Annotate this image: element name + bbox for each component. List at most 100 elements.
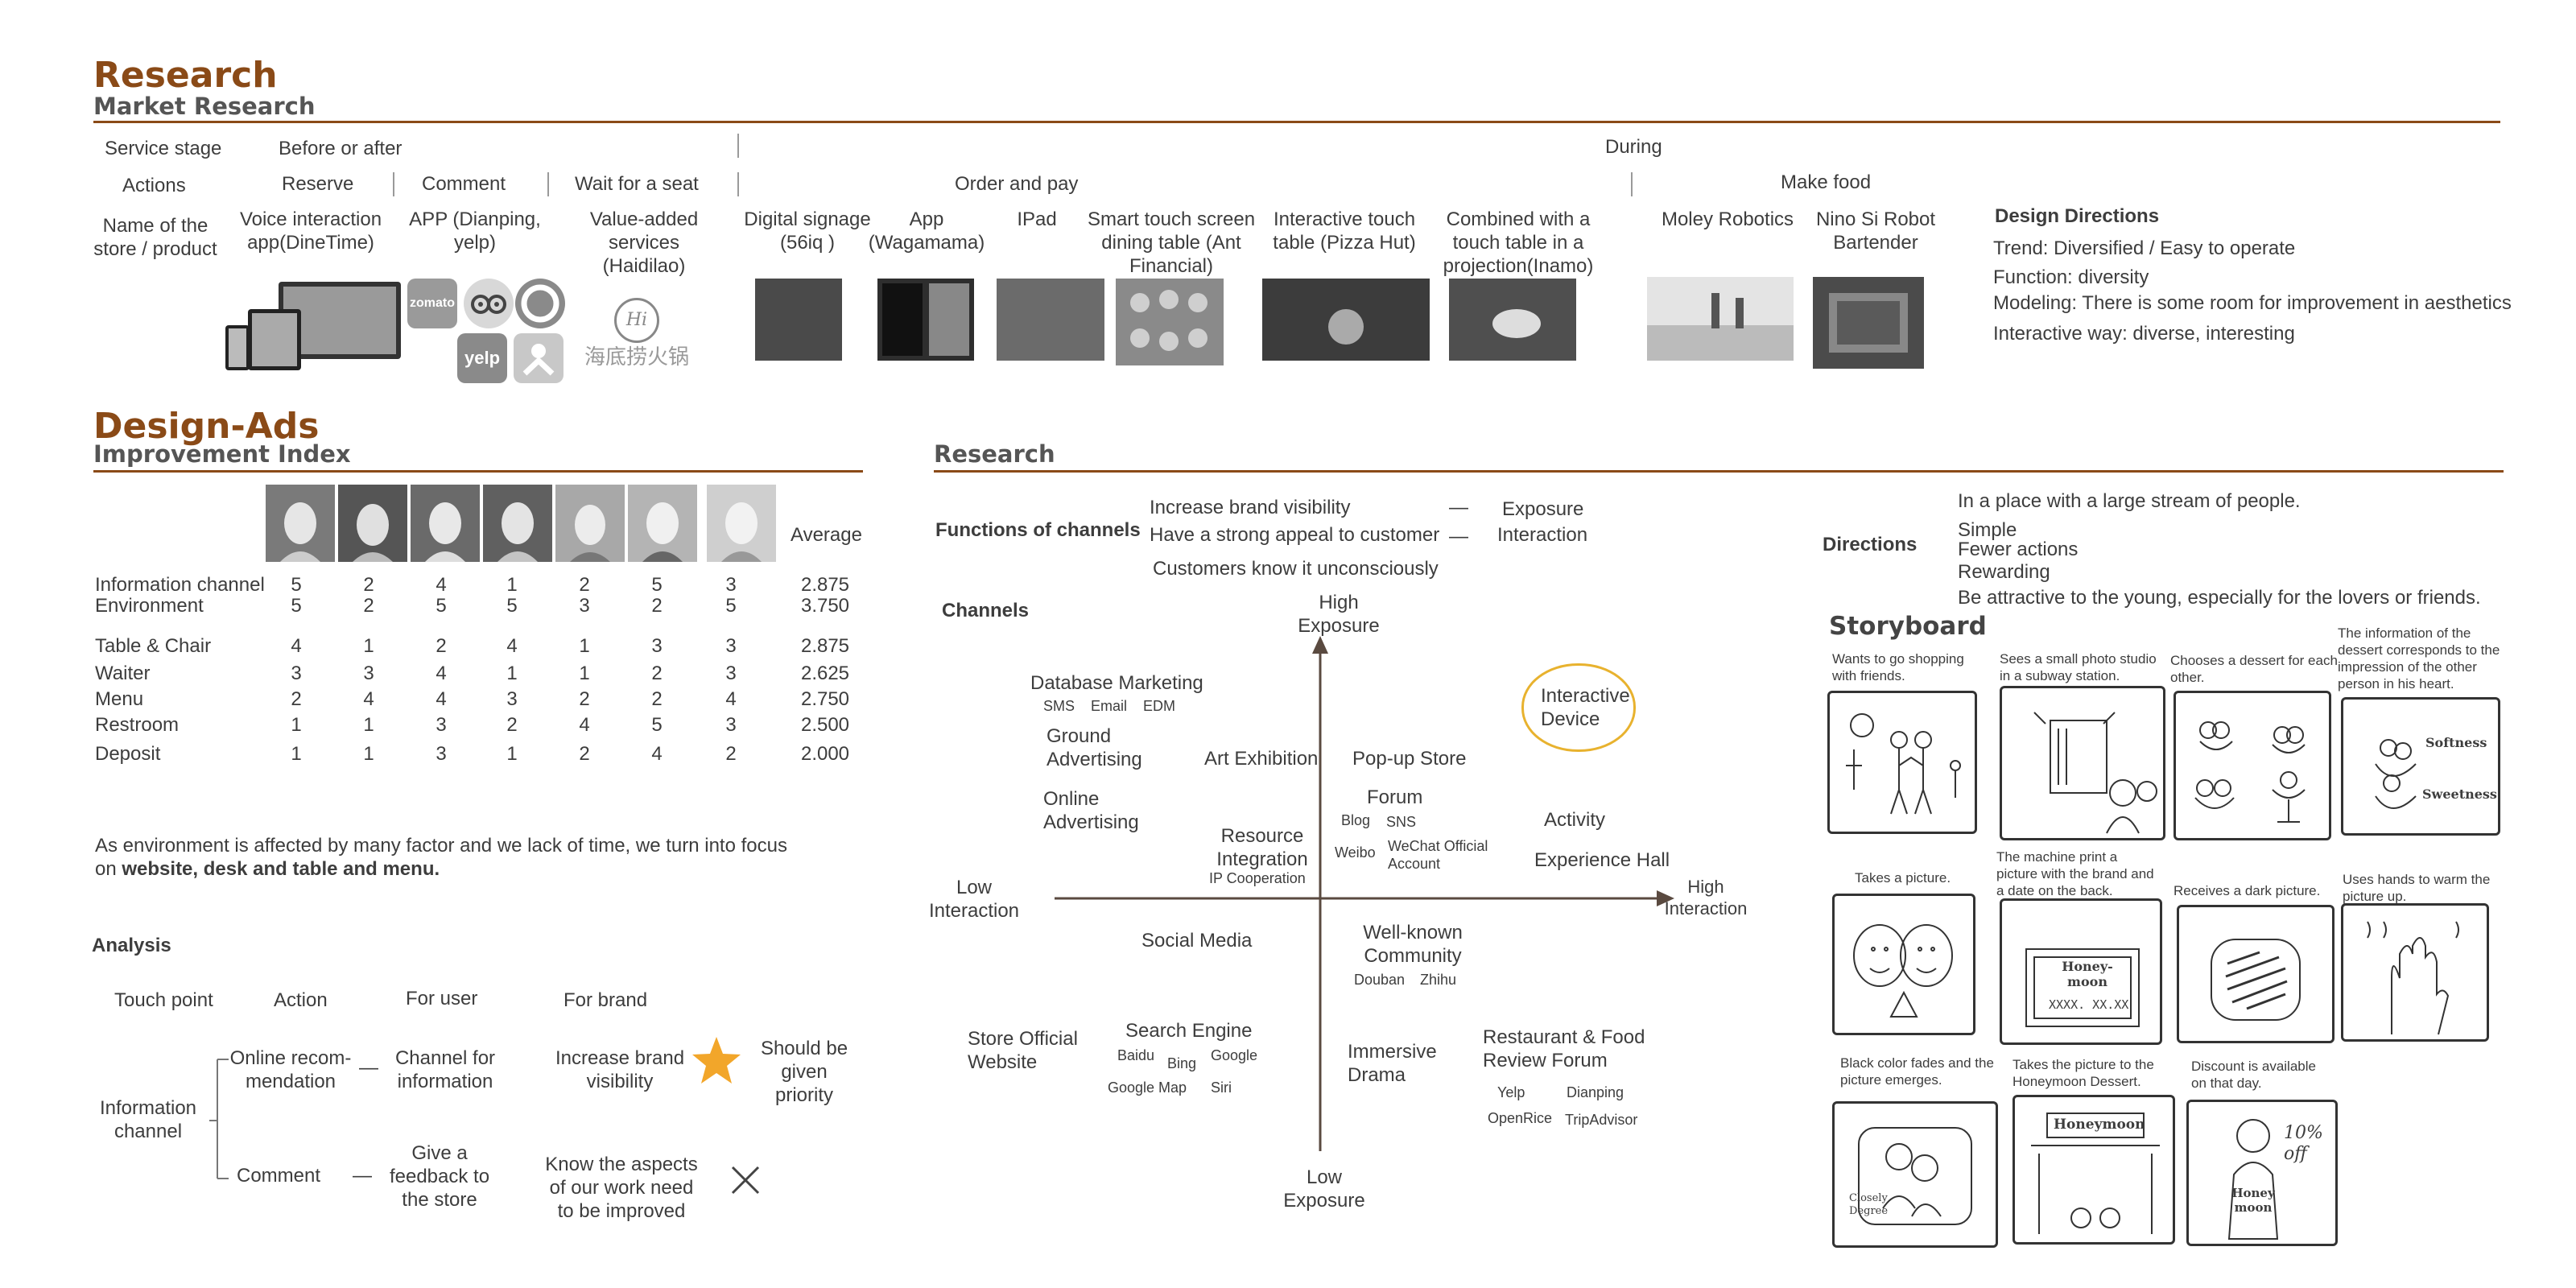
table-cell: 5 bbox=[651, 574, 663, 596]
product-wagamama: App (Wagamama) bbox=[868, 208, 985, 254]
channel-zhihu: Zhihu bbox=[1420, 972, 1457, 988]
channel-search-engine: Search Engine bbox=[1125, 1020, 1253, 1042]
channel-ip-cooperation: IP Cooperation bbox=[1209, 870, 1306, 886]
storyboard-caption: Chooses a dessert for each other. bbox=[2170, 653, 2338, 685]
axis-high-exposure: High Exposure bbox=[1298, 592, 1380, 637]
design-direction-item: Trend: Diversified / Easy to operate bbox=[1993, 237, 2296, 259]
analysis-header-for-user: For user bbox=[406, 988, 478, 1009]
digital-signage-photo bbox=[755, 279, 842, 361]
storyboard-panel bbox=[2177, 905, 2334, 1043]
moley-robotics-photo bbox=[1647, 277, 1794, 361]
research2-divider bbox=[934, 470, 2504, 473]
analysis-user-comment: Give a feedback to the store bbox=[389, 1142, 490, 1211]
table-cell: 3 bbox=[579, 595, 590, 617]
product-haidilao: Value-added services (Haidilao) bbox=[589, 208, 699, 277]
analysis-dash: — bbox=[353, 1165, 372, 1187]
avatar bbox=[707, 485, 776, 562]
action-comment: Comment bbox=[422, 173, 506, 195]
table-cell-average: 3.750 bbox=[800, 595, 850, 617]
table-cell: 2 bbox=[651, 663, 663, 684]
focus-note-bold: website, desk and table and menu. bbox=[122, 858, 440, 880]
improvement-index-subtitle: Improvement Index bbox=[93, 440, 351, 468]
table-cell: 4 bbox=[506, 635, 518, 657]
product-digital-signage: Digital signage (56iq ) bbox=[744, 208, 871, 254]
avatar bbox=[411, 485, 480, 562]
interactive-device-highlight bbox=[1521, 663, 1636, 752]
sketch-honeymoon-sign: Honeymoon bbox=[2054, 1117, 2145, 1133]
storyboard-panel bbox=[1827, 691, 1977, 834]
table-cell: 5 bbox=[651, 714, 663, 736]
table-cell: 3 bbox=[436, 714, 447, 736]
research-title: Research bbox=[93, 55, 278, 96]
haidilao-logo: Hi 海底捞火锅 bbox=[576, 298, 697, 378]
divider bbox=[547, 172, 549, 196]
table-cell: 5 bbox=[506, 595, 518, 617]
table-cell: 2 bbox=[363, 595, 374, 617]
cross-icon bbox=[731, 1166, 760, 1195]
avatar bbox=[628, 485, 697, 562]
stage-during: During bbox=[1605, 136, 1662, 158]
table-cell: 3 bbox=[725, 635, 737, 657]
analysis-user-online: Channel for information bbox=[394, 1047, 496, 1092]
channel-tripadvisor: TripAdvisor bbox=[1565, 1112, 1638, 1128]
dinetime-devices-image bbox=[225, 282, 402, 372]
function-exposure: Exposure bbox=[1502, 498, 1584, 520]
table-cell: 1 bbox=[579, 635, 590, 657]
table-cell-average: 2.875 bbox=[800, 635, 850, 657]
wagamama-app-photo bbox=[877, 279, 974, 361]
analysis-action-online: Online recom- mendation bbox=[229, 1047, 352, 1092]
channel-dianping: Dianping bbox=[1567, 1084, 1624, 1100]
storyboard-panel bbox=[2000, 686, 2165, 840]
research-divider bbox=[93, 121, 2500, 123]
person-app-logo bbox=[514, 333, 564, 383]
table-cell: 2 bbox=[579, 743, 590, 765]
channel-baidu: Baidu bbox=[1117, 1047, 1155, 1063]
table-row-label: Deposit bbox=[95, 743, 161, 765]
analysis-bracket bbox=[209, 1059, 229, 1179]
table-cell: 4 bbox=[579, 714, 590, 736]
function-dash: — bbox=[1449, 526, 1468, 547]
direction-line: Simple bbox=[1958, 519, 2017, 541]
table-cell: 1 bbox=[506, 574, 518, 596]
focus-note-prefix: on bbox=[95, 858, 122, 880]
interviewee-photos bbox=[266, 485, 781, 562]
smart-table-photo bbox=[1116, 279, 1224, 365]
channel-google-map: Google Map bbox=[1108, 1080, 1187, 1096]
channel-interactive-device: Interactive Device bbox=[1541, 685, 1630, 730]
table-cell: 4 bbox=[291, 635, 302, 657]
table-cell: 3 bbox=[725, 574, 737, 596]
label-actions: Actions bbox=[122, 175, 186, 196]
table-row-label: Restroom bbox=[95, 714, 180, 736]
avatar bbox=[483, 485, 552, 562]
table-cell: 1 bbox=[291, 714, 302, 736]
product-moley: Moley Robotics bbox=[1661, 208, 1794, 230]
storyboard-caption: Sees a small photo studio in a subway st… bbox=[2000, 651, 2157, 683]
functions-of-channels-label: Functions of channels bbox=[935, 519, 1141, 541]
table-row-label: Waiter bbox=[95, 663, 151, 684]
sketch-honey-bag: Honey moon bbox=[2231, 1186, 2275, 1215]
analysis-brand-online: Increase brand visibility bbox=[555, 1047, 685, 1092]
product-ipad: IPad bbox=[1017, 208, 1057, 230]
table-cell: 1 bbox=[363, 743, 374, 765]
table-cell-average: 2.750 bbox=[800, 688, 850, 710]
table-cell: 5 bbox=[725, 595, 737, 617]
table-cell-average: 2.875 bbox=[800, 574, 850, 596]
table-cell: 2 bbox=[506, 714, 518, 736]
function-interaction: Interaction bbox=[1497, 524, 1588, 546]
table-cell: 2 bbox=[579, 688, 590, 710]
table-cell: 1 bbox=[363, 635, 374, 657]
action-wait-for-seat: Wait for a seat bbox=[575, 173, 699, 195]
channel-db-sub: SMS Email EDM bbox=[1043, 698, 1176, 714]
channel-sns: SNS bbox=[1386, 814, 1417, 830]
channel-online-advertising: Online Advertising bbox=[1043, 788, 1139, 833]
research2-title: Research bbox=[934, 440, 1055, 468]
direction-line: Rewarding bbox=[1958, 561, 2050, 583]
avatar bbox=[555, 485, 625, 562]
channel-quadrant-axes bbox=[1055, 636, 1674, 1151]
table-cell: 4 bbox=[363, 688, 374, 710]
table-cell: 4 bbox=[725, 688, 737, 710]
storyboard-title: Storyboard bbox=[1829, 612, 1987, 641]
storyboard-caption: The machine print a picture with the bra… bbox=[1996, 849, 2154, 898]
product-ant-financial: Smart touch screen dining table (Ant Fin… bbox=[1087, 208, 1256, 277]
storyboard-caption: Takes the picture to the Honeymoon Desse… bbox=[2013, 1057, 2154, 1089]
